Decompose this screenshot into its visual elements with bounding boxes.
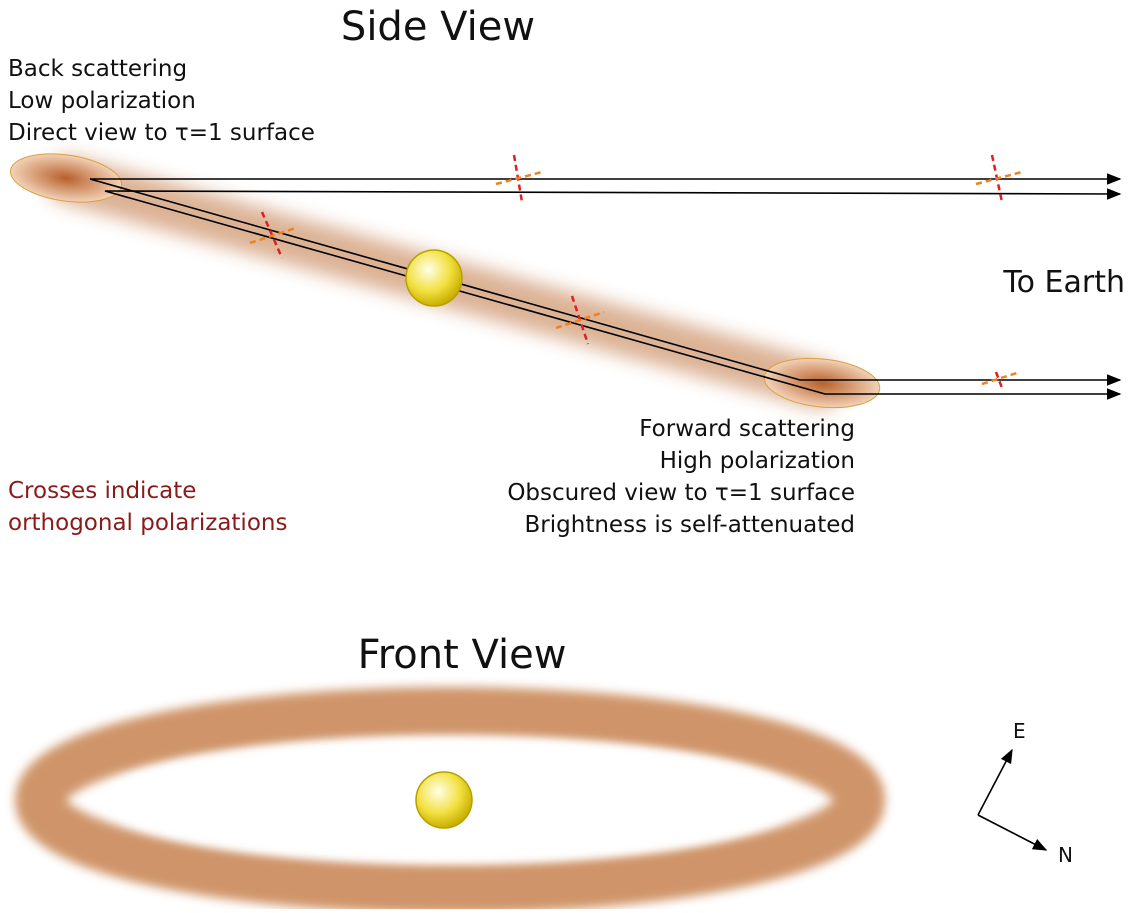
forward-note: Brightness is self-attenuated bbox=[525, 512, 855, 538]
to-earth: To Earth bbox=[1002, 265, 1125, 300]
rays bbox=[89, 173, 1122, 400]
forward-note: Obscured view to τ=1 surface bbox=[507, 480, 855, 506]
back-note: Back scattering bbox=[8, 56, 187, 82]
back-note: Low polarization bbox=[8, 88, 196, 114]
star bbox=[415, 771, 473, 829]
back-blob bbox=[9, 153, 123, 203]
compass-east: E bbox=[1013, 719, 1026, 743]
front-view-title: Front View bbox=[358, 632, 567, 678]
side-view-title: Side View bbox=[341, 4, 535, 50]
back-note: Direct view to τ=1 surface bbox=[8, 120, 315, 146]
star bbox=[405, 249, 463, 307]
compass-north: N bbox=[1058, 843, 1073, 867]
legend-note: Crosses indicate bbox=[8, 478, 196, 504]
forward-note: High polarization bbox=[660, 448, 855, 474]
legend-note: orthogonal polarizations bbox=[8, 510, 287, 536]
polarization-crosses bbox=[249, 154, 1023, 389]
forward-note: Forward scattering bbox=[639, 416, 855, 442]
disk-ring bbox=[15, 687, 885, 913]
compass bbox=[977, 748, 1048, 851]
